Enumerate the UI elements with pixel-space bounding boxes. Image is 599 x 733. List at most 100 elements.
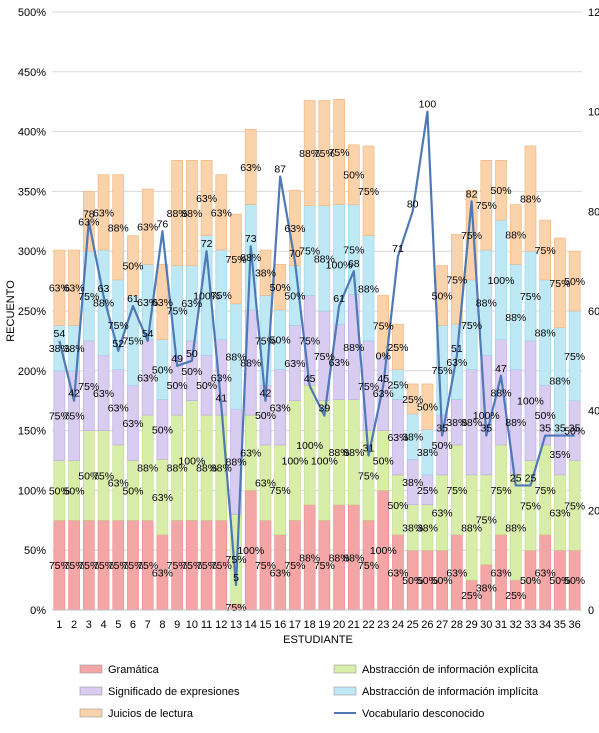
data-label: 63%	[284, 358, 305, 370]
data-label: 50%	[387, 500, 408, 512]
data-label: 63%	[211, 372, 232, 384]
line-data-label: 49	[171, 353, 183, 365]
data-label: 63%	[137, 222, 158, 234]
y-tick-label: 450%	[18, 67, 46, 79]
data-label: 100%	[311, 456, 338, 468]
data-label: 50%	[284, 290, 305, 302]
y2-tick-label: 60	[588, 306, 599, 318]
data-label: 88%	[343, 447, 364, 459]
data-label: 63%	[387, 567, 408, 579]
bar	[451, 234, 463, 325]
x-tick-label: 22	[362, 619, 374, 631]
data-label: 50%	[49, 485, 70, 497]
data-label: 75%	[78, 291, 99, 303]
data-label: 75%	[299, 246, 320, 258]
legend: Gramática Abstracción de información expl…	[79, 664, 539, 720]
y-tick-label: 250%	[18, 306, 46, 318]
data-label: 75%	[520, 291, 541, 303]
data-label: 88%	[167, 463, 188, 475]
data-label: 75%	[535, 245, 556, 257]
line-data-label: 54	[54, 328, 66, 340]
data-label: 50%	[152, 365, 173, 377]
y-tick-label: 50%	[24, 545, 46, 557]
data-label: 63%	[240, 162, 261, 174]
x-axis-title: ESTUDIANTE	[283, 634, 353, 646]
y-tick-label: 500%	[18, 7, 46, 19]
line-data-label: 72	[201, 238, 213, 250]
bar	[230, 213, 242, 305]
data-label: 63%	[255, 478, 276, 490]
line-data-label: 25	[525, 472, 537, 484]
data-label: 75%	[343, 244, 364, 256]
legend-label: Significado de expresiones	[108, 686, 240, 698]
line-data-label: 42	[68, 388, 80, 400]
data-label: 75%	[549, 278, 570, 290]
data-label: 75%	[476, 515, 497, 527]
line-data-label: 25	[510, 472, 522, 484]
data-label: 75%	[329, 147, 350, 159]
bar	[156, 264, 169, 341]
data-label: 50%	[564, 426, 585, 438]
x-tick-label: 2	[71, 619, 77, 631]
y-tick-label: 100%	[18, 485, 46, 497]
line-data-label: 45	[304, 373, 316, 385]
x-tick-label: 23	[377, 619, 389, 631]
y2-tick-label: 20	[588, 505, 599, 517]
data-label: 75%	[167, 560, 188, 572]
legend-swatch	[79, 686, 103, 696]
legend-label: Abstracción de información implícita	[362, 686, 539, 698]
line-data-label: 100	[419, 99, 437, 111]
line-data-label: 35	[480, 423, 492, 435]
line-data-label: 78	[83, 208, 95, 220]
line-data-label: 71	[392, 243, 404, 255]
bar	[215, 174, 228, 251]
data-label: 100%	[296, 440, 323, 452]
data-label: 63%	[93, 388, 114, 400]
line-vocabulario-desconocido	[58, 110, 575, 587]
data-label: 50%	[520, 575, 541, 587]
data-label: 100%	[178, 456, 205, 468]
data-label: 75%	[108, 320, 129, 332]
data-label: 75%	[167, 305, 188, 317]
line-data-label: 63	[98, 283, 110, 295]
data-label: 100%	[326, 259, 353, 271]
data-label: 63%	[152, 297, 173, 309]
data-label: 25%	[387, 380, 408, 392]
x-tick-label: 26	[421, 619, 433, 631]
data-label: 38%	[402, 477, 423, 489]
x-tick-label: 32	[510, 619, 522, 631]
data-label: 63%	[122, 418, 143, 430]
data-label: 50%	[122, 485, 143, 497]
line-data-label: 73	[245, 233, 257, 245]
data-label: 75%	[226, 554, 247, 566]
data-label: 38%	[402, 432, 423, 444]
data-label: 88%	[240, 252, 261, 264]
data-label: 88%	[240, 357, 261, 369]
x-tick-label: 16	[274, 619, 286, 631]
bar	[362, 145, 375, 236]
bar	[318, 100, 331, 207]
data-label: 75%	[491, 485, 512, 497]
data-label: 88%	[299, 148, 320, 160]
data-label: 50%	[270, 335, 291, 347]
y2-tick-label: 40	[588, 406, 599, 418]
data-label: 25%	[417, 485, 438, 497]
data-label: 88%	[505, 229, 526, 241]
x-tick-label: 20	[333, 619, 345, 631]
x-tick-label: 13	[230, 619, 242, 631]
x-tick-label: 8	[159, 619, 165, 631]
data-label: 88%	[343, 342, 364, 354]
x-tick-label: 3	[86, 619, 92, 631]
data-label: 75%	[211, 290, 232, 302]
x-tick-label: 31	[495, 619, 507, 631]
data-label: 25%	[505, 590, 526, 602]
y-tick-label: 150%	[18, 426, 46, 438]
y-tick-label: 200%	[18, 366, 46, 378]
data-label: 63%	[181, 298, 202, 310]
data-label: 88%	[137, 463, 158, 475]
line-data-label: 61	[333, 293, 345, 305]
data-label: 100%	[281, 456, 308, 468]
data-label: 50%	[373, 456, 394, 468]
data-label: 38%	[446, 417, 467, 429]
